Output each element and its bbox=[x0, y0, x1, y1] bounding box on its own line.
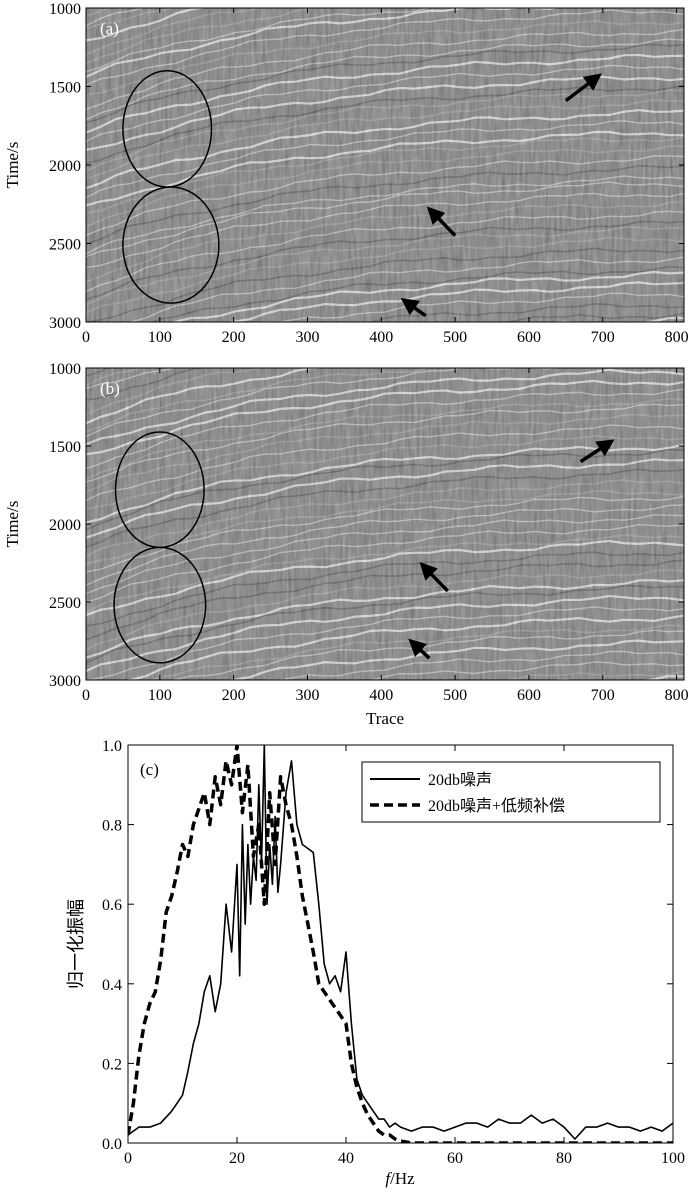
xtick-label-c: 80 bbox=[556, 1150, 572, 1167]
xlabel-c-italic: f bbox=[385, 1169, 392, 1188]
ytick-label-c: 0.2 bbox=[102, 1056, 122, 1073]
seismic-panel-b: 0 100 200 300 400 500 600 700 800 1000 1500 2000 250… bbox=[3, 361, 689, 728]
xtick-label-b: 200 bbox=[222, 687, 246, 704]
ytick-label-c: 0.4 bbox=[102, 977, 122, 994]
xtick-label-b: 100 bbox=[148, 687, 172, 704]
ytick-label-b: 1500 bbox=[49, 439, 81, 456]
xtick-label-c: 20 bbox=[229, 1150, 245, 1167]
ylabel-c: 归一化振幅 bbox=[66, 899, 86, 989]
ytick-label-a: 1000 bbox=[49, 1, 81, 18]
xtick-label-c: 100 bbox=[661, 1150, 685, 1167]
highlight-circle-b-1 bbox=[113, 546, 207, 664]
xlabel-c-unit: /Hz bbox=[390, 1169, 415, 1188]
ytick-label-a: 2500 bbox=[49, 237, 81, 254]
panel-label-c: (c) bbox=[140, 760, 159, 779]
xtick-label-a: 800 bbox=[665, 329, 689, 346]
arrow-b-2 bbox=[408, 638, 431, 660]
xtick-label-a: 600 bbox=[517, 329, 541, 346]
legend-c: 20db噪声 20db噪声+低频补偿 bbox=[361, 761, 661, 823]
xtick-label-a: 0 bbox=[82, 329, 90, 346]
xtick-label-a: 500 bbox=[443, 329, 467, 346]
series-line-solid bbox=[128, 745, 673, 1140]
xlabel-b: Trace bbox=[366, 709, 404, 728]
ylabel-a: Time/s bbox=[3, 142, 22, 189]
legend-box bbox=[361, 761, 661, 823]
ytick-label-a: 1500 bbox=[49, 80, 81, 97]
highlight-circle-a-1 bbox=[122, 186, 220, 304]
xtick-label-c: 60 bbox=[447, 1150, 463, 1167]
xtick-label-c: 40 bbox=[338, 1150, 354, 1167]
ytick-label-c: 0.6 bbox=[102, 897, 122, 914]
seismic-panel-a: 0 100 200 300 400 500 600 700 800 1000 1500 2000 250… bbox=[3, 1, 689, 346]
ticks-c: 0 20 40 60 80 100 0.0 0.2 0.4 0.6 0.8 1.0 bbox=[102, 738, 685, 1167]
arrow-a-0 bbox=[564, 73, 602, 103]
ytick-label-a: 3000 bbox=[49, 315, 81, 332]
xtick-label-b: 0 bbox=[82, 687, 90, 704]
ytick-label-c: 0.0 bbox=[102, 1136, 122, 1153]
ticks-b: 0 100 200 300 400 500 600 700 800 1000 1500 2000 250… bbox=[49, 361, 689, 704]
spectrum-panel-c: 0 20 40 60 80 100 0.0 0.2 0.4 0.6 0.8 1.0 (c) 归一化振幅… bbox=[66, 738, 685, 1188]
arrow-b-0 bbox=[579, 439, 615, 464]
arrow-b-1 bbox=[419, 562, 450, 593]
legend-label-solid: 20db噪声 bbox=[428, 771, 492, 789]
ytick-label-b: 2000 bbox=[49, 517, 81, 534]
annotations-b bbox=[113, 431, 615, 664]
xtick-label-a: 100 bbox=[148, 329, 172, 346]
xtick-label-a: 700 bbox=[591, 329, 615, 346]
xtick-label-b: 700 bbox=[591, 687, 615, 704]
arrow-a-2 bbox=[400, 297, 427, 318]
xtick-label-b: 300 bbox=[295, 687, 319, 704]
xlabel-c: f/Hz bbox=[385, 1169, 415, 1188]
panel-label-a: (a) bbox=[100, 19, 119, 38]
xtick-label-a: 300 bbox=[295, 329, 319, 346]
legend-label-dashed: 20db噪声+低频补偿 bbox=[428, 797, 565, 815]
xtick-label-b: 400 bbox=[369, 687, 393, 704]
xtick-label-b: 800 bbox=[665, 687, 689, 704]
annotations-a bbox=[122, 70, 602, 318]
arrow-a-1 bbox=[426, 206, 457, 237]
ytick-label-a: 2000 bbox=[49, 158, 81, 175]
xtick-label-b: 600 bbox=[517, 687, 541, 704]
xtick-label-c: 0 bbox=[124, 1150, 132, 1167]
axes-frame-c bbox=[127, 744, 674, 1144]
ytick-label-c: 1.0 bbox=[102, 738, 122, 755]
ytick-label-b: 3000 bbox=[49, 673, 81, 690]
ytick-label-c: 0.8 bbox=[102, 818, 122, 835]
ytick-label-b: 2500 bbox=[49, 595, 81, 612]
xtick-label-b: 500 bbox=[443, 687, 467, 704]
ylabel-b: Time/s bbox=[3, 501, 22, 548]
ticks-a: 0 100 200 300 400 500 600 700 800 1000 1500 2000 250… bbox=[49, 1, 689, 346]
xtick-label-a: 400 bbox=[369, 329, 393, 346]
xtick-label-a: 200 bbox=[222, 329, 246, 346]
seismic-texture-b bbox=[86, 368, 684, 680]
reflector-line-a bbox=[86, 8, 87, 9]
panel-label-b: (b) bbox=[100, 379, 120, 398]
seismic-texture-a bbox=[86, 8, 684, 322]
ytick-label-b: 1000 bbox=[49, 361, 81, 378]
